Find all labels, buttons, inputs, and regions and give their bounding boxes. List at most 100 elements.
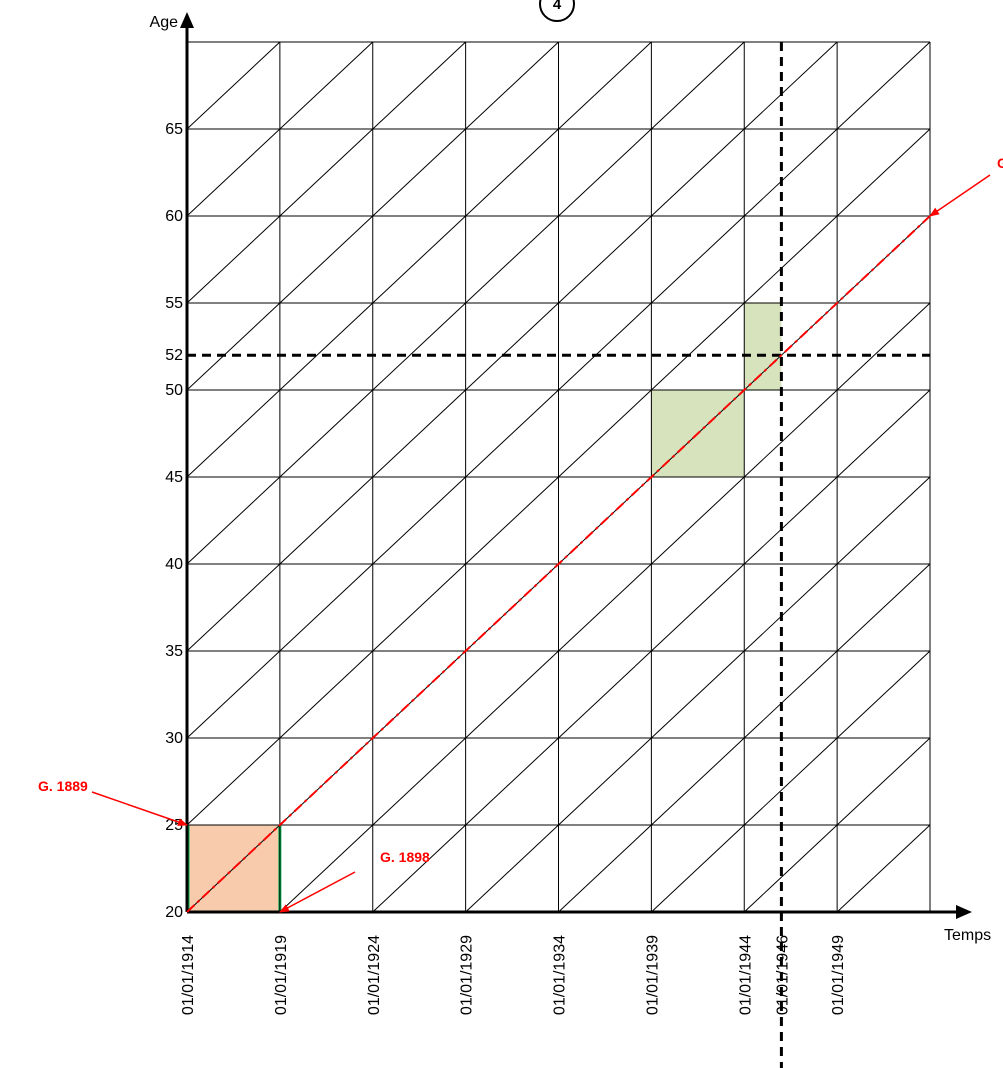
lifeline-diagonal xyxy=(558,389,652,478)
lifeline-diagonal xyxy=(836,476,931,565)
x-axis-title: Temps xyxy=(944,927,991,944)
lifeline-diagonal xyxy=(279,128,374,217)
lifeline-diagonal xyxy=(651,41,745,130)
lifeline-diagonal xyxy=(372,41,466,130)
lifeline-diagonal xyxy=(743,650,838,739)
y-axis-arrow-icon xyxy=(180,12,194,28)
badge-number: 4 xyxy=(553,0,562,13)
lifeline-diagonal xyxy=(279,389,374,478)
y-tick-65: 65 xyxy=(165,121,183,138)
x-tick-1914: 01/01/1914 xyxy=(180,935,197,1015)
x-tick-1919: 01/01/1919 xyxy=(273,935,290,1015)
lifeline-diagonal xyxy=(186,302,281,391)
x-tick-1934: 01/01/1934 xyxy=(552,935,569,1015)
badge-icon: 4 xyxy=(539,0,575,22)
lifeline-diagonal xyxy=(279,41,374,130)
axes xyxy=(180,12,972,919)
lifeline-diagonal xyxy=(743,41,838,130)
y-tick-25: 25 xyxy=(165,817,183,834)
y-tick-45: 45 xyxy=(165,469,183,486)
lifeline-diagonal xyxy=(836,389,931,478)
x-tick-1949: 01/01/1949 xyxy=(830,935,847,1015)
lifeline-diagonal xyxy=(558,41,652,130)
lifeline-diagonal xyxy=(558,824,652,913)
annotation-label-2: G xyxy=(997,155,1003,171)
annotation-arrow-0 xyxy=(91,791,188,826)
lifeline-diagonal xyxy=(651,476,745,565)
lifeline-diagonal xyxy=(465,650,559,739)
y-tick-50: 50 xyxy=(165,382,183,399)
y-axis-title: Age xyxy=(150,14,179,31)
lifeline-diagonal xyxy=(372,476,466,565)
lifeline-diagonal xyxy=(465,41,559,130)
annotation-arrow-2 xyxy=(929,174,991,217)
lifeline-diagonal xyxy=(465,737,559,826)
lifeline-diagonal xyxy=(651,302,745,391)
lifeline-diagonal xyxy=(279,215,374,304)
lifeline-diagonal xyxy=(651,563,745,652)
x-tick-1924: 01/01/1924 xyxy=(366,935,383,1015)
lifeline-diagonal xyxy=(465,215,559,304)
lifeline-diagonal xyxy=(279,563,374,652)
lifeline-diagonal xyxy=(743,128,838,217)
lifeline-diagonal xyxy=(465,476,559,565)
lifeline-diagonal xyxy=(186,476,281,565)
lifeline-diagonal xyxy=(558,737,652,826)
annotation-label-1: G. 1898 xyxy=(380,849,430,865)
lifeline-diagonal xyxy=(836,563,931,652)
y-tick-30: 30 xyxy=(165,730,183,747)
lifeline-diagonal xyxy=(558,215,652,304)
lifeline-diagonal xyxy=(186,215,281,304)
x-axis-arrow-icon xyxy=(956,905,972,919)
lifeline-diagonal xyxy=(836,650,931,739)
lifeline-diagonal xyxy=(372,302,466,391)
lifeline-diagonal xyxy=(279,650,374,739)
lifeline-diagonal xyxy=(743,215,838,304)
x-tick-1929: 01/01/1929 xyxy=(459,935,476,1015)
x-tick-1939: 01/01/1939 xyxy=(644,935,661,1015)
y-tick-60: 60 xyxy=(165,208,183,225)
lifeline-diagonal xyxy=(186,389,281,478)
lifeline-diagonal xyxy=(651,215,745,304)
lifeline-diagonal xyxy=(651,128,745,217)
lifeline-diagonal xyxy=(372,215,466,304)
lifeline-diagonal xyxy=(186,41,281,130)
x-tick-1944: 01/01/1944 xyxy=(737,935,754,1015)
y-tick-55: 55 xyxy=(165,295,183,312)
lifeline-diagonal xyxy=(558,302,652,391)
lifeline-diagonal xyxy=(465,302,559,391)
lifeline-diagonal xyxy=(372,737,466,826)
cohort-line-layer xyxy=(186,215,931,913)
lifeline-diagonal xyxy=(465,824,559,913)
y-tick-52: 52 xyxy=(165,347,183,364)
lifeline-diagonal xyxy=(372,389,466,478)
y-tick-35: 35 xyxy=(165,643,183,660)
lifeline-diagonal xyxy=(279,476,374,565)
lifeline-diagonal xyxy=(186,128,281,217)
lifeline-diagonal xyxy=(743,476,838,565)
lifeline-diagonal xyxy=(372,128,466,217)
lifeline-diagonal xyxy=(372,824,466,913)
lifeline-diagonal xyxy=(836,302,931,391)
lifeline-diagonal xyxy=(186,563,281,652)
lifeline-diagonal xyxy=(743,824,838,913)
lifeline-diagonal xyxy=(279,302,374,391)
tick-labels: 20 25 30 35 40 45 50 52 55 60 65 01/01/1914 01/01/19… xyxy=(165,121,847,1015)
annotation-label-0: G. 1889 xyxy=(38,778,88,794)
lifeline-diagonal xyxy=(465,389,559,478)
lifeline-diagonal xyxy=(836,128,931,217)
cohort-line xyxy=(186,215,931,913)
lifeline-diagonal xyxy=(186,650,281,739)
lifeline-diagonal xyxy=(651,737,745,826)
lifeline-diagonal xyxy=(743,563,838,652)
annotation-arrow-1 xyxy=(278,871,356,913)
lifeline-diagonal xyxy=(558,563,652,652)
reference-lines xyxy=(187,42,930,1068)
y-tick-40: 40 xyxy=(165,556,183,573)
x-tick-1946: 01/01/1946 xyxy=(774,935,791,1015)
lifeline-diagonal xyxy=(279,824,374,913)
shaded-area-green-2 xyxy=(744,303,782,390)
y-tick-20: 20 xyxy=(165,904,183,921)
lifeline-diagonal xyxy=(743,389,838,478)
